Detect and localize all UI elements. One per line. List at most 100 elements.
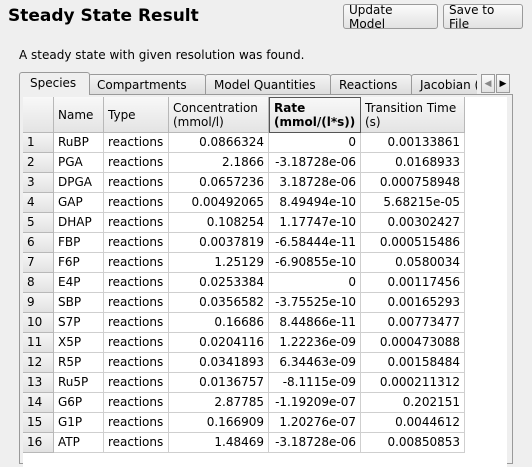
cell-name[interactable]: DPGA <box>54 173 104 193</box>
column-header-rate[interactable]: Rate (mmol/(l*s)) <box>269 97 361 133</box>
cell-type[interactable]: reactions <box>104 373 169 393</box>
cell-transition-time[interactable]: 0.0044612 <box>361 413 465 433</box>
row-number[interactable]: 15 <box>23 413 54 433</box>
cell-concentration[interactable]: 2.87785 <box>169 393 269 413</box>
cell-type[interactable]: reactions <box>104 213 169 233</box>
cell-rate[interactable]: 8.44866e-11 <box>269 313 361 333</box>
tab-jacobian[interactable]: Jacobian (Complete) <box>411 74 477 95</box>
cell-transition-time[interactable]: 0.000211312 <box>361 373 465 393</box>
cell-name[interactable]: F6P <box>54 253 104 273</box>
tab-reactions[interactable]: Reactions <box>330 74 412 95</box>
row-number[interactable]: 9 <box>23 293 54 313</box>
cell-name[interactable]: G1P <box>54 413 104 433</box>
cell-transition-time[interactable]: 5.68215e-05 <box>361 193 465 213</box>
cell-name[interactable]: PGA <box>54 153 104 173</box>
cell-type[interactable]: reactions <box>104 133 169 153</box>
tab-scroll-right-icon[interactable]: ▶ <box>496 74 510 93</box>
cell-concentration[interactable]: 0.0356582 <box>169 293 269 313</box>
cell-type[interactable]: reactions <box>104 293 169 313</box>
row-number[interactable]: 3 <box>23 173 54 193</box>
cell-transition-time[interactable]: 0.000473088 <box>361 333 465 353</box>
cell-name[interactable]: GAP <box>54 193 104 213</box>
cell-rate[interactable]: -3.18728e-06 <box>269 433 361 453</box>
cell-type[interactable]: reactions <box>104 273 169 293</box>
row-number[interactable]: 11 <box>23 333 54 353</box>
table-row[interactable]: 14 G6P reactions 2.87785 -1.19209e-07 0.20215… <box>23 393 465 413</box>
row-number[interactable]: 2 <box>23 153 54 173</box>
table-row[interactable]: 13 Ru5P reactions 0.0136757 -8.1115e-09 0.000… <box>23 373 465 393</box>
cell-concentration[interactable]: 0.0866324 <box>169 133 269 153</box>
cell-transition-time[interactable]: 0.0168933 <box>361 153 465 173</box>
table-row[interactable]: 6 FBP reactions 0.0037819 -6.58444e-11 0.0005… <box>23 233 465 253</box>
cell-rate[interactable]: -6.58444e-11 <box>269 233 361 253</box>
cell-rate[interactable]: 0 <box>269 273 361 293</box>
tab-compartments[interactable]: Compartments <box>88 74 206 95</box>
cell-transition-time[interactable]: 0.00158484 <box>361 353 465 373</box>
cell-type[interactable]: reactions <box>104 413 169 433</box>
cell-concentration[interactable]: 0.0253384 <box>169 273 269 293</box>
cell-concentration[interactable]: 2.1866 <box>169 153 269 173</box>
row-number[interactable]: 5 <box>23 213 54 233</box>
cell-concentration[interactable]: 0.0037819 <box>169 233 269 253</box>
cell-rate[interactable]: -3.18728e-06 <box>269 153 361 173</box>
table-row[interactable]: 10 S7P reactions 0.16686 8.44866e-11 0.007734… <box>23 313 465 333</box>
cell-rate[interactable]: 8.49494e-10 <box>269 193 361 213</box>
cell-transition-time[interactable]: 0.000758948 <box>361 173 465 193</box>
row-number[interactable]: 7 <box>23 253 54 273</box>
cell-type[interactable]: reactions <box>104 173 169 193</box>
cell-type[interactable]: reactions <box>104 333 169 353</box>
cell-transition-time[interactable]: 0.00117456 <box>361 273 465 293</box>
cell-concentration[interactable]: 0.0657236 <box>169 173 269 193</box>
cell-concentration[interactable]: 0.0341893 <box>169 353 269 373</box>
cell-name[interactable]: Ru5P <box>54 373 104 393</box>
table-row[interactable]: 2 PGA reactions 2.1866 -3.18728e-06 0.0168933 <box>23 153 465 173</box>
column-header-type[interactable]: Type <box>104 97 169 133</box>
row-number[interactable]: 14 <box>23 393 54 413</box>
table-row[interactable]: 8 E4P reactions 0.0253384 0 0.00117456 <box>23 273 465 293</box>
cell-type[interactable]: reactions <box>104 353 169 373</box>
cell-rate[interactable]: -1.19209e-07 <box>269 393 361 413</box>
cell-transition-time[interactable]: 0.0580034 <box>361 253 465 273</box>
cell-rate[interactable]: 1.17747e-10 <box>269 213 361 233</box>
cell-transition-time[interactable]: 0.00133861 <box>361 133 465 153</box>
cell-name[interactable]: RuBP <box>54 133 104 153</box>
cell-type[interactable]: reactions <box>104 313 169 333</box>
cell-concentration[interactable]: 0.166909 <box>169 413 269 433</box>
table-row[interactable]: 9 SBP reactions 0.0356582 -3.75525e-10 0.0016… <box>23 293 465 313</box>
cell-name[interactable]: G6P <box>54 393 104 413</box>
cell-transition-time[interactable]: 0.00165293 <box>361 293 465 313</box>
row-number[interactable]: 1 <box>23 133 54 153</box>
cell-name[interactable]: X5P <box>54 333 104 353</box>
cell-name[interactable]: E4P <box>54 273 104 293</box>
cell-concentration[interactable]: 1.48469 <box>169 433 269 453</box>
cell-type[interactable]: reactions <box>104 433 169 453</box>
cell-rate[interactable]: 1.20276e-07 <box>269 413 361 433</box>
cell-name[interactable]: FBP <box>54 233 104 253</box>
table-row[interactable]: 3 DPGA reactions 0.0657236 3.18728e-06 0.0007… <box>23 173 465 193</box>
tab-scroll-left-icon[interactable]: ◀ <box>481 74 495 93</box>
table-row[interactable]: 1 RuBP reactions 0.0866324 0 0.00133861 <box>23 133 465 153</box>
save-to-file-button[interactable]: Save to File <box>443 3 523 31</box>
cell-concentration[interactable]: 0.108254 <box>169 213 269 233</box>
cell-rate[interactable]: 0 <box>269 133 361 153</box>
column-header-name[interactable]: Name <box>54 97 104 133</box>
tab-species[interactable]: Species <box>19 72 90 95</box>
column-header-concentration[interactable]: Concentration (mmol/l) <box>169 97 269 133</box>
table-row[interactable]: 15 G1P reactions 0.166909 1.20276e-07 0.00446… <box>23 413 465 433</box>
cell-rate[interactable]: 1.22236e-09 <box>269 333 361 353</box>
cell-concentration[interactable]: 1.25129 <box>169 253 269 273</box>
cell-concentration[interactable]: 0.0204116 <box>169 333 269 353</box>
cell-type[interactable]: reactions <box>104 153 169 173</box>
table-row[interactable]: 7 F6P reactions 1.25129 -6.90855e-10 0.058003… <box>23 253 465 273</box>
table-row[interactable]: 11 X5P reactions 0.0204116 1.22236e-09 0.0004… <box>23 333 465 353</box>
cell-rate[interactable]: 3.18728e-06 <box>269 173 361 193</box>
cell-transition-time[interactable]: 0.00773477 <box>361 313 465 333</box>
table-row[interactable]: 4 GAP reactions 0.00492065 8.49494e-10 5.6821… <box>23 193 465 213</box>
cell-type[interactable]: reactions <box>104 253 169 273</box>
cell-concentration[interactable]: 0.16686 <box>169 313 269 333</box>
cell-transition-time[interactable]: 0.00850853 <box>361 433 465 453</box>
cell-rate[interactable]: -8.1115e-09 <box>269 373 361 393</box>
row-number[interactable]: 4 <box>23 193 54 213</box>
cell-type[interactable]: reactions <box>104 393 169 413</box>
cell-transition-time[interactable]: 0.00302427 <box>361 213 465 233</box>
